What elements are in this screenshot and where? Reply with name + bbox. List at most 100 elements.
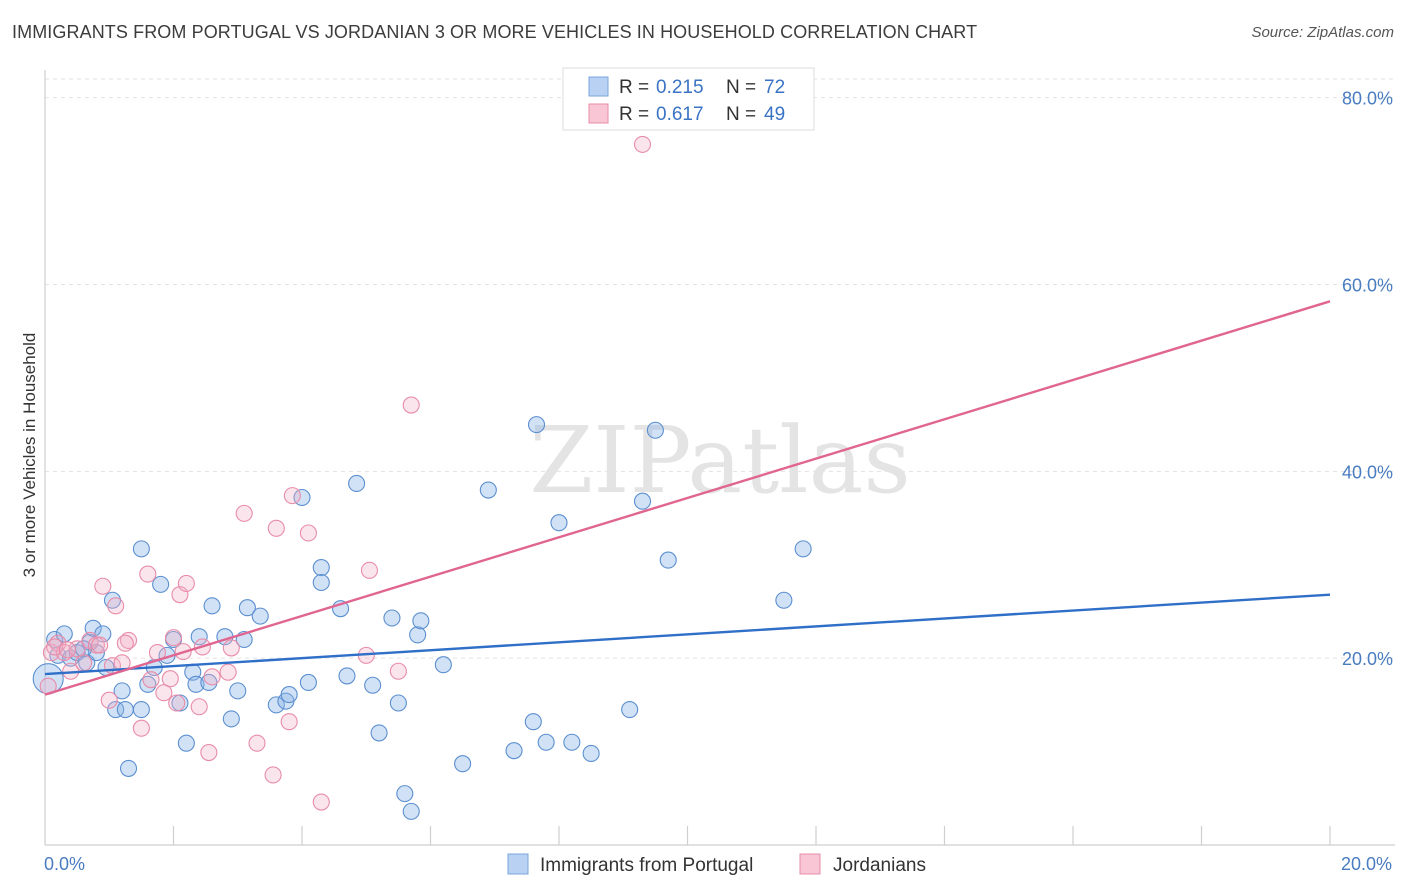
point-jordanians <box>55 644 73 662</box>
legend-r-value-portugal: 0.215 <box>656 77 704 98</box>
point-portugal <box>794 540 812 558</box>
legend-n-label-jordanians: N = <box>726 104 756 125</box>
point-portugal <box>370 724 388 742</box>
point-portugal <box>775 591 793 609</box>
legend-n-label-portugal: N = <box>726 77 756 98</box>
point-jordanians <box>164 629 183 647</box>
point-portugal <box>479 481 497 499</box>
point-portugal <box>383 609 401 627</box>
point-portugal <box>646 421 664 439</box>
point-portugal <box>251 607 269 625</box>
point-portugal <box>203 597 221 615</box>
point-portugal <box>229 682 247 700</box>
point-jordanians <box>283 487 301 505</box>
point-portugal <box>190 628 208 646</box>
point-portugal <box>348 474 366 493</box>
chart-source: Source: ZipAtlas.com <box>1251 24 1394 41</box>
point-jordanians <box>142 671 160 689</box>
bottom-legend-swatch-jordanians <box>799 853 821 875</box>
y-tick-label: 40.0% <box>1342 462 1393 482</box>
bottom-legend-label-jordanians: Jordanians <box>833 855 926 876</box>
y-tick-labels: 20.0% 40.0% 60.0% 80.0% <box>1342 89 1393 669</box>
point-jordanians <box>190 698 208 716</box>
series-jordanians-points <box>39 135 652 811</box>
point-portugal <box>409 626 427 644</box>
point-jordanians <box>389 662 407 680</box>
point-jordanians <box>139 565 157 583</box>
x-tick-marks <box>172 826 1331 845</box>
point-portugal <box>280 686 298 704</box>
point-portugal <box>312 573 330 592</box>
point-jordanians <box>264 766 282 784</box>
point-jordanians <box>94 577 112 595</box>
point-jordanians <box>280 713 298 731</box>
point-jordanians <box>46 638 64 656</box>
point-jordanians <box>200 743 218 762</box>
point-portugal <box>563 733 581 751</box>
point-portugal <box>364 676 382 694</box>
point-jordanians <box>203 668 221 686</box>
point-portugal <box>200 673 218 692</box>
point-portugal <box>312 559 330 577</box>
point-portugal <box>103 591 122 609</box>
point-portugal <box>389 694 407 712</box>
point-portugal <box>238 599 256 617</box>
point-portugal <box>396 785 414 803</box>
trendline-jordanians <box>44 300 1331 696</box>
point-portugal <box>582 744 600 763</box>
legend-swatch-portugal <box>588 76 609 97</box>
point-portugal <box>222 710 240 728</box>
point-portugal <box>267 696 285 714</box>
point-jordanians <box>267 519 285 537</box>
point-jordanians <box>312 793 330 811</box>
point-jordanians <box>58 641 77 659</box>
point-portugal <box>537 733 555 751</box>
legend-swatch-jordanians <box>588 103 609 124</box>
point-portugal <box>524 713 542 731</box>
point-jordanians <box>222 639 240 657</box>
watermark: ZIPatlas <box>529 407 910 514</box>
bottom-legend-label-portugal: Immigrants from Portugal <box>540 855 753 876</box>
chart-title: IMMIGRANTS FROM PORTUGAL VS JORDANIAN 3 … <box>12 22 978 42</box>
point-jordanians <box>633 135 652 153</box>
point-portugal <box>527 416 546 434</box>
legend-r-label-jordanians: R = <box>619 104 649 125</box>
point-jordanians <box>168 694 186 712</box>
point-jordanians <box>132 719 150 737</box>
gridlines <box>45 78 1395 659</box>
point-portugal <box>505 742 523 760</box>
point-portugal <box>139 675 157 693</box>
point-jordanians <box>107 597 125 615</box>
correlation-legend: R = 0.215 N = 72 R = 0.617 N = 49 <box>562 67 815 131</box>
point-portugal <box>633 492 652 510</box>
point-jordanians <box>91 636 109 654</box>
point-portugal <box>659 551 677 569</box>
point-portugal <box>177 734 195 752</box>
y-tick-label: 60.0% <box>1342 276 1393 296</box>
point-jordanians <box>299 524 317 542</box>
y-tick-label: 80.0% <box>1342 89 1393 109</box>
point-jordanians <box>100 691 118 709</box>
point-jordanians <box>161 670 179 688</box>
point-jordanians <box>177 574 195 592</box>
point-portugal <box>338 667 356 685</box>
point-portugal <box>299 673 317 692</box>
point-jordanians <box>248 734 266 752</box>
legend-n-value-portugal: 72 <box>764 77 785 98</box>
point-portugal <box>402 802 420 820</box>
trend-lines <box>44 300 1331 696</box>
point-jordanians <box>75 654 93 672</box>
point-jordanians <box>360 561 379 579</box>
point-portugal <box>116 700 134 719</box>
point-jordanians <box>219 663 237 681</box>
point-jordanians <box>235 504 253 522</box>
point-portugal <box>621 700 639 719</box>
series-legend: Immigrants from Portugal Jordanians <box>507 853 926 876</box>
point-portugal <box>454 755 472 773</box>
series-portugal-points <box>32 416 812 820</box>
bottom-legend-swatch-portugal <box>507 853 529 875</box>
point-jordanians <box>116 634 134 652</box>
point-portugal <box>113 682 131 700</box>
point-jordanians <box>119 631 138 649</box>
